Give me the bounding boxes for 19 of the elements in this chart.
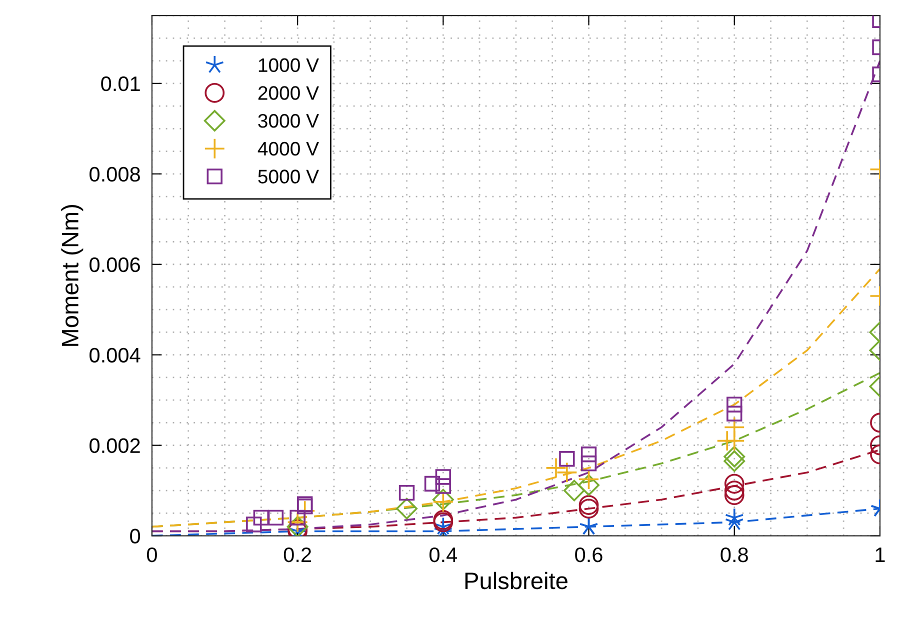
- x-tick-label: 0.6: [575, 547, 602, 562]
- x-tick-label: 0.8: [720, 547, 748, 562]
- x-tick-label: 1: [876, 548, 885, 562]
- x-tick-label: 0: [146, 547, 157, 562]
- legend-label: 3000 V: [258, 114, 319, 128]
- y-tick-label: 0.004: [90, 348, 140, 363]
- legend-label: 5000 V: [258, 170, 319, 184]
- y-tick-label: 0.01: [101, 76, 140, 92]
- y-axis-title: Moment (Nm): [61, 204, 84, 346]
- legend-label: 1000 V: [258, 58, 319, 72]
- y-tick-label: 0: [130, 528, 140, 544]
- y-tick-label: 0.008: [90, 166, 140, 182]
- legend-label: 4000 V: [258, 142, 319, 156]
- x-tick-label: 0.2: [284, 547, 312, 562]
- x-axis-title: Pulsbreite: [465, 572, 568, 590]
- y-tick-label: 0.002: [90, 438, 140, 454]
- x-tick-label: 0.4: [430, 547, 458, 562]
- legend-label: 2000 V: [258, 86, 319, 100]
- y-tick-label: 0.006: [90, 257, 140, 272]
